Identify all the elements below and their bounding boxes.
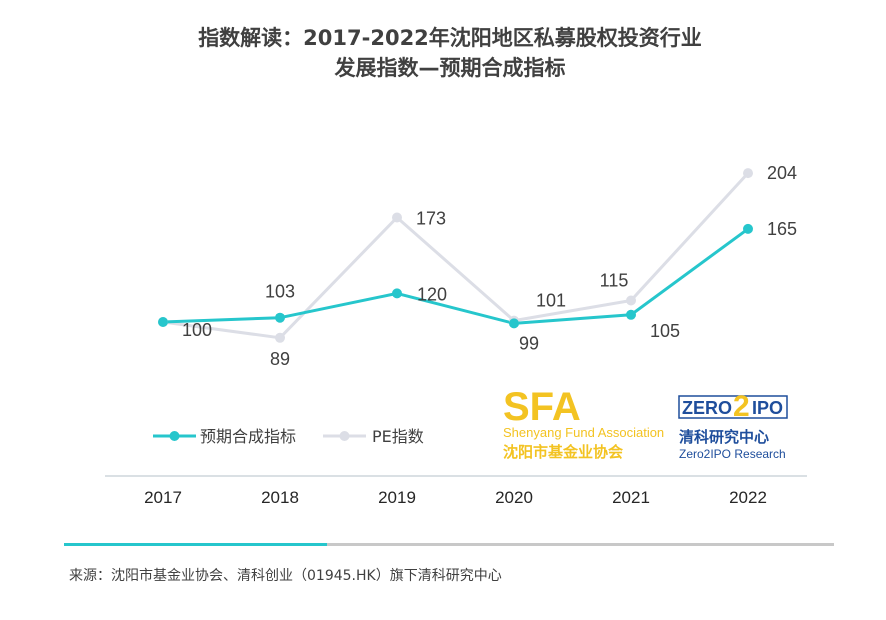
data-label-pe-2018: 89 xyxy=(270,349,290,369)
chart-title-line2: 发展指数—预期合成指标 xyxy=(334,56,566,80)
zero2ipo-logo-mark-right: IPO xyxy=(752,398,783,418)
zero2ipo-logo-mark-left: ZERO xyxy=(682,398,732,418)
sfa-logo: SFA Shenyang Fund Association 沈阳市基金业协会 xyxy=(503,385,664,461)
sfa-logo-chinese: 沈阳市基金业协会 xyxy=(503,443,623,461)
chart-title-line1: 指数解读：2017-2022年沈阳地区私募股权投资行业 xyxy=(198,26,702,50)
x-tick-label-2019: 2019 xyxy=(378,488,416,507)
legend-marker-pe xyxy=(339,431,350,441)
legend-label-expected: 预期合成指标 xyxy=(200,427,296,446)
legend-label-pe: PE指数 xyxy=(372,427,424,446)
point-pe-2018 xyxy=(275,332,285,343)
x-tick-label-2018: 2018 xyxy=(261,488,299,507)
legend: 预期合成指标 PE指数 xyxy=(153,427,424,446)
data-label-pe-2022: 204 xyxy=(767,163,797,183)
data-label-pe-2019: 173 xyxy=(416,209,446,229)
data-label-expected-2022: 165 xyxy=(767,219,797,239)
series-line-pe xyxy=(162,172,750,340)
series-lines xyxy=(162,172,750,340)
point-expected-2019 xyxy=(392,288,402,299)
point-expected-2020 xyxy=(509,318,519,329)
point-expected-2022 xyxy=(743,223,753,234)
x-tick-label-2017: 2017 xyxy=(144,488,182,507)
footer-bar-base xyxy=(64,543,834,546)
footer-bar-accent xyxy=(64,543,327,546)
point-expected-2017 xyxy=(158,317,168,327)
sfa-logo-mark: SFA xyxy=(503,385,581,429)
x-tick-labels: 2017 2018 2019 2020 2021 2022 xyxy=(144,488,767,507)
zero2ipo-logo: ZERO 2 IPO 清科研究中心 Zero2IPO Research xyxy=(678,390,788,461)
series-points xyxy=(158,168,753,343)
x-tick-label-2020: 2020 xyxy=(495,488,533,507)
point-pe-2021 xyxy=(626,295,636,306)
point-pe-2022 xyxy=(743,168,753,179)
data-label-expected-2018: 103 xyxy=(265,282,295,302)
x-tick-label-2022: 2022 xyxy=(729,488,767,507)
zero2ipo-logo-english: Zero2IPO Research xyxy=(679,447,786,461)
point-expected-2021 xyxy=(626,309,636,320)
data-label-expected-2019: 120 xyxy=(417,284,447,304)
data-label-expected-2020: 99 xyxy=(519,333,539,353)
x-tick-label-2021: 2021 xyxy=(612,488,650,507)
point-expected-2018 xyxy=(275,312,285,323)
point-pe-2019 xyxy=(392,212,402,223)
zero2ipo-logo-mark-digit: 2 xyxy=(733,390,750,423)
zero2ipo-logo-chinese: 清科研究中心 xyxy=(679,428,769,446)
data-label-pe-2021: 115 xyxy=(600,271,629,291)
data-label-expected-2021: 105 xyxy=(650,321,680,341)
series-line-expected xyxy=(162,227,749,325)
data-labels: 103 120 99 105 165 100 89 173 101 115 204 xyxy=(182,163,797,369)
data-label-pe-2020: 101 xyxy=(536,291,566,311)
zero2ipo-logo-frame xyxy=(678,395,788,419)
legend-marker-expected xyxy=(169,431,180,441)
source-note: 来源：沈阳市基金业协会、清科创业（01945.HK）旗下清科研究中心 xyxy=(69,567,502,584)
sfa-logo-english: Shenyang Fund Association xyxy=(503,425,664,440)
data-label-pe-2017: 100 xyxy=(182,320,212,340)
